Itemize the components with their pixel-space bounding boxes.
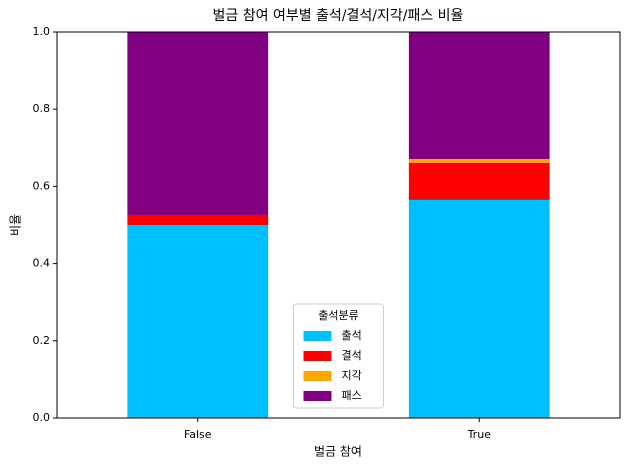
legend-label: 결석 [342, 349, 362, 362]
legend-label: 지각 [342, 369, 362, 382]
legend-swatch [303, 331, 332, 341]
y-tick-label: 0.8 [33, 102, 51, 115]
plot-frame [56, 31, 621, 419]
bar-segment [408, 158, 550, 163]
legend-label: 출석 [342, 329, 362, 342]
y-tick-label: 0.4 [33, 257, 51, 270]
x-tick-label: True [467, 428, 492, 441]
y-tick-label: 0.2 [33, 334, 51, 347]
y-tick-label: 0.6 [33, 179, 51, 192]
bar-segment [408, 162, 550, 200]
bar-segment [127, 214, 269, 225]
legend-box [293, 303, 384, 409]
y-tick-label: 1.0 [33, 25, 51, 38]
bar-segment [127, 32, 269, 215]
bar-segment [408, 199, 550, 418]
legend-swatch [303, 351, 332, 361]
x-tick-label: False [184, 428, 212, 441]
chart-title: 벌금 참여 여부별 출석/결석/지각/패스 비율 [213, 8, 464, 24]
bar-segment [127, 225, 269, 418]
legend-swatch [303, 391, 332, 401]
legend-label: 패스 [342, 389, 362, 402]
legend-swatch [303, 371, 332, 381]
legend-title: 출석분류 [318, 309, 358, 322]
x-axis-label: 벌금 참여 [314, 445, 362, 459]
y-tick-label: 0.0 [33, 411, 51, 424]
y-axis-label: 비율 [9, 214, 23, 236]
bar-segment [408, 32, 550, 159]
